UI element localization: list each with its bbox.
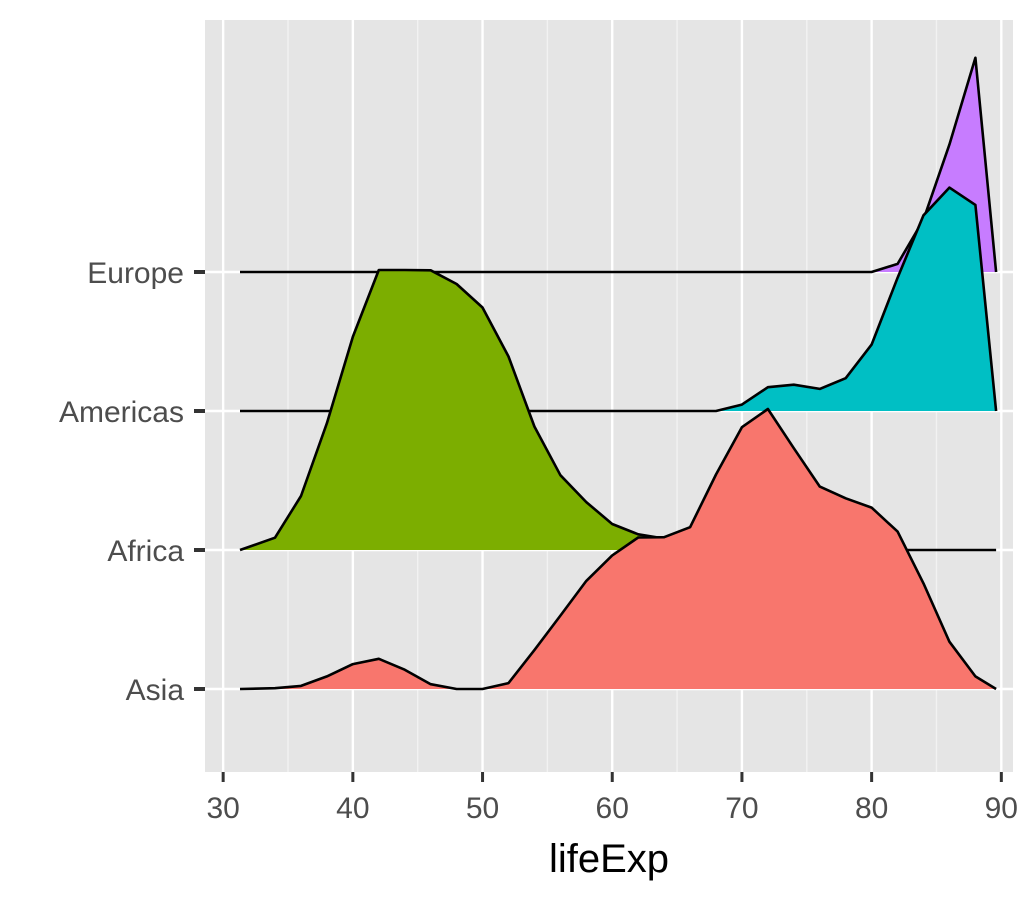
y-tick-label: Asia (126, 674, 185, 707)
x-tick-label: 60 (596, 792, 629, 825)
y-tick-label: Americas (59, 396, 184, 429)
ridge-fill-africa (240, 270, 997, 550)
ridge-fill-americas (240, 187, 997, 411)
x-tick-label: 80 (855, 792, 888, 825)
ridge-line-europe (240, 56, 998, 274)
x-axis-title: lifeExp (549, 837, 669, 881)
x-tick-label: 70 (725, 792, 758, 825)
ridge-line-asia (239, 407, 997, 691)
density-ridges (239, 56, 998, 691)
x-tick-label: 30 (206, 792, 239, 825)
x-tick-label: 40 (336, 792, 369, 825)
y-tick-label: Africa (107, 535, 184, 568)
x-tick-label: 90 (985, 792, 1018, 825)
y-axis: Asia Africa Americas Europe (59, 257, 205, 707)
x-tick-label: 50 (466, 792, 499, 825)
x-axis: 30 40 50 60 70 80 90 (206, 772, 1018, 825)
y-tick-label: Europe (87, 257, 184, 290)
ridge-fill-asia (240, 409, 997, 689)
